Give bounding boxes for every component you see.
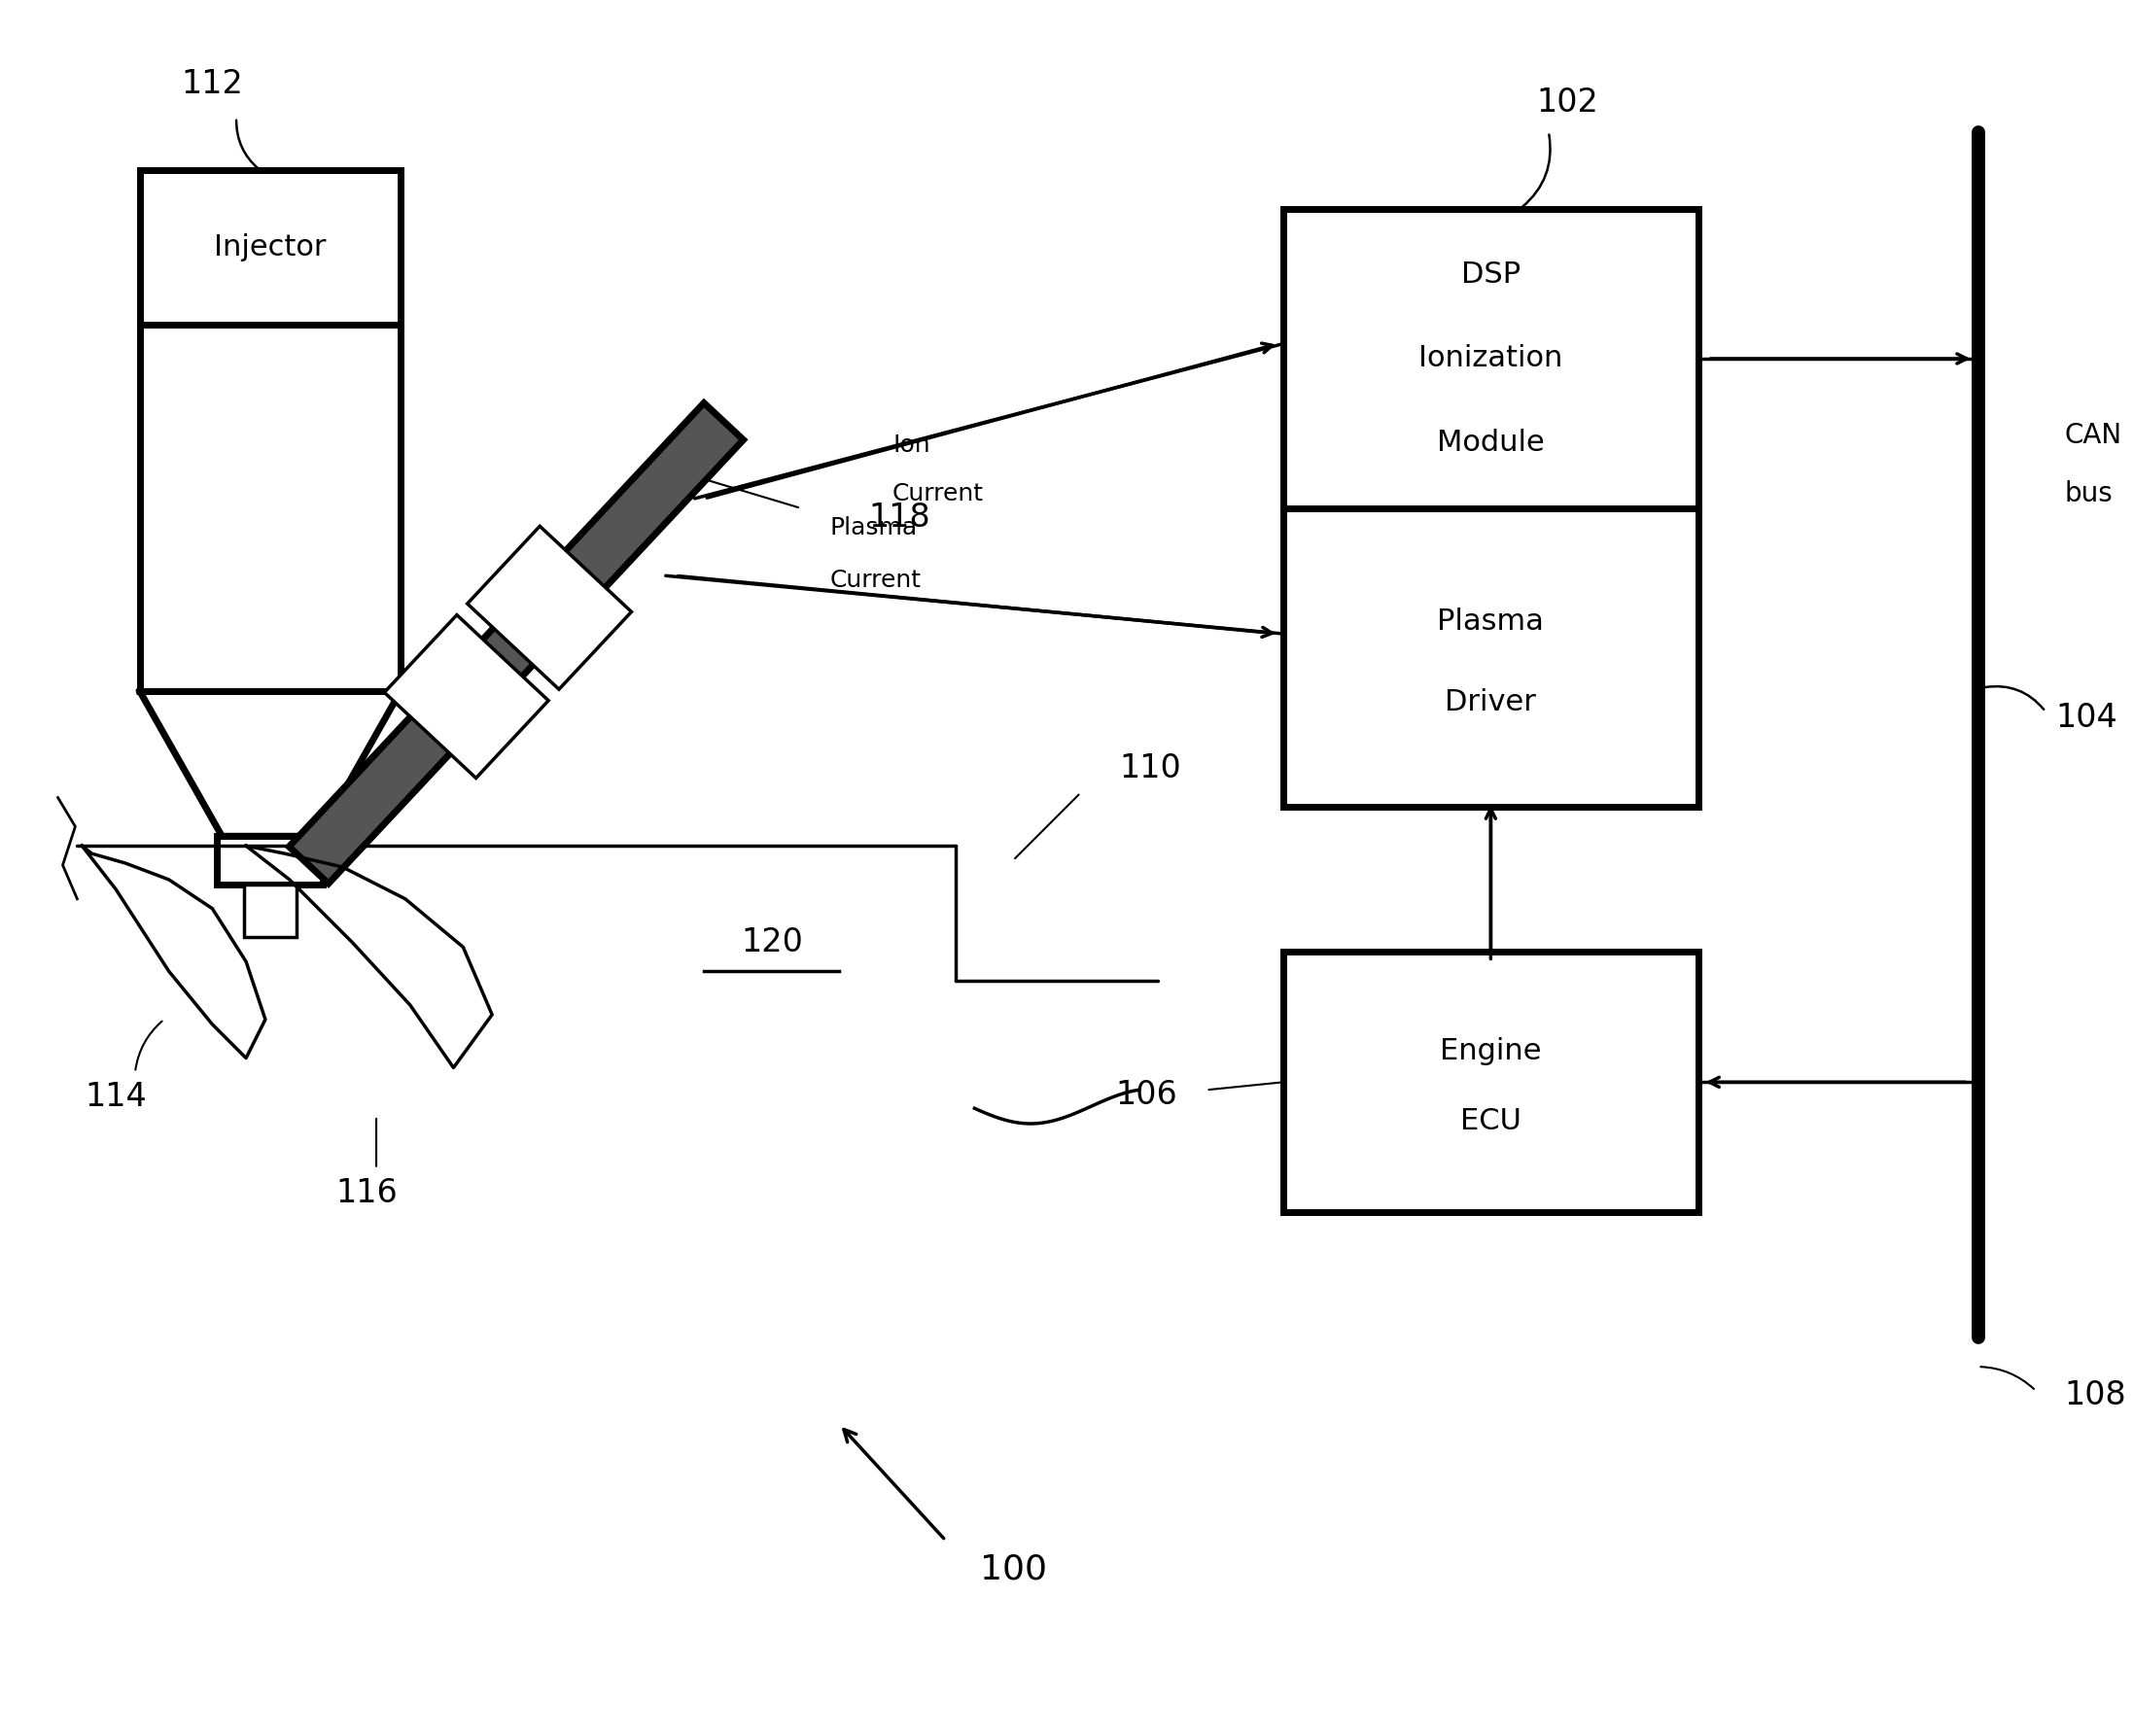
Bar xyxy=(243,884,296,937)
Text: 118: 118 xyxy=(868,502,930,535)
Text: 114: 114 xyxy=(85,1080,147,1113)
Text: 102: 102 xyxy=(1538,87,1600,120)
Polygon shape xyxy=(384,615,548,778)
Text: 100: 100 xyxy=(979,1552,1047,1587)
Text: Ion: Ion xyxy=(892,434,930,457)
Text: 112: 112 xyxy=(181,68,243,99)
Bar xyxy=(1284,208,1698,509)
Text: 110: 110 xyxy=(1120,753,1182,785)
Text: Module: Module xyxy=(1438,429,1544,457)
Text: 104: 104 xyxy=(2056,701,2118,734)
Bar xyxy=(1284,951,1698,1212)
Text: 108: 108 xyxy=(2065,1380,2127,1411)
Text: 106: 106 xyxy=(1116,1080,1177,1111)
Text: Injector: Injector xyxy=(213,234,326,262)
Bar xyxy=(141,170,401,325)
Text: Engine: Engine xyxy=(1440,1036,1542,1064)
Text: Driver: Driver xyxy=(1444,689,1536,717)
Text: Ionization: Ionization xyxy=(1418,344,1563,373)
Bar xyxy=(1284,509,1698,807)
Text: bus: bus xyxy=(2065,481,2114,507)
Text: 120: 120 xyxy=(740,927,802,958)
Text: Plasma: Plasma xyxy=(830,516,917,540)
Text: CAN: CAN xyxy=(2065,422,2122,450)
Text: 116: 116 xyxy=(335,1177,397,1210)
Text: DSP: DSP xyxy=(1461,260,1521,288)
Bar xyxy=(218,837,324,884)
Polygon shape xyxy=(288,403,744,884)
Text: Plasma: Plasma xyxy=(1438,608,1544,635)
Polygon shape xyxy=(467,526,631,689)
Bar xyxy=(141,325,401,691)
Text: Current: Current xyxy=(892,483,983,505)
Text: ECU: ECU xyxy=(1461,1108,1521,1135)
Text: Current: Current xyxy=(830,569,921,592)
